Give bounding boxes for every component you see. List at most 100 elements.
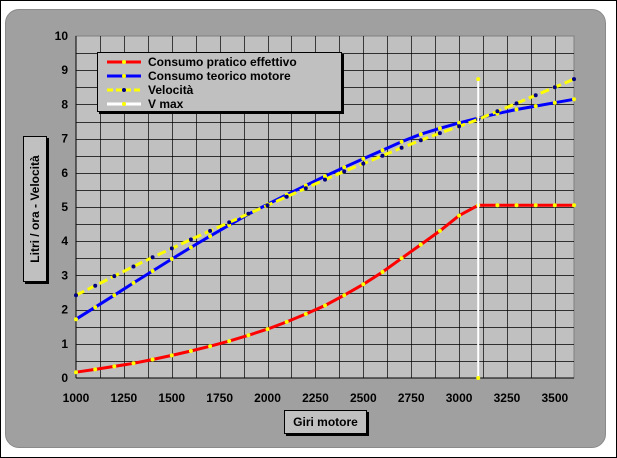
data-point-velocita [131, 264, 136, 269]
data-point-consumo-teorico [169, 257, 174, 261]
x-tick-label: 2250 [302, 391, 329, 405]
data-point-consumo-teorico [457, 120, 462, 125]
data-point-consumo-pratico [399, 256, 404, 261]
chart-legend: Consumo pratico effettivo Consumo teoric… [97, 52, 342, 112]
data-point-consumo-pratico [495, 203, 500, 208]
y-tick-label: 3 [61, 268, 68, 282]
data-point-consumo-pratico [208, 344, 213, 349]
x-tick-label: 3250 [494, 391, 521, 405]
x-tick-label: 3000 [446, 391, 473, 405]
y-tick-label: 10 [55, 29, 69, 43]
data-point-consumo-pratico [112, 364, 117, 369]
data-point-velocita [246, 211, 251, 216]
legend-item-velocita: Velocità [98, 83, 341, 97]
y-axis-title-box: Litri / ora - Velocità [23, 136, 47, 282]
data-point-consumo-teorico [112, 293, 117, 298]
x-tick-label: 2500 [350, 391, 377, 405]
x-tick-label: 2750 [398, 391, 425, 405]
legend-label: V max [148, 97, 184, 111]
y-tick-label: 6 [61, 166, 68, 180]
legend-swatch-consumo-pratico [107, 60, 141, 64]
legend-swatch-marker [122, 60, 126, 64]
data-point-consumo-teorico [93, 305, 98, 310]
legend-swatch-consumo-teorico [107, 74, 141, 78]
data-point-consumo-pratico [246, 333, 251, 338]
data-point-consumo-pratico [303, 312, 308, 316]
x-axis-title: Giri motore [284, 410, 367, 434]
data-point-consumo-pratico [74, 370, 78, 375]
y-tick-label: 9 [61, 63, 68, 77]
data-point-consumo-teorico [514, 107, 519, 112]
data-point-consumo-teorico [342, 165, 347, 170]
data-point-consumo-teorico [533, 104, 538, 109]
data-point-consumo-pratico [188, 349, 193, 353]
data-point-velocita [361, 161, 366, 166]
data-point-consumo-pratico [284, 319, 289, 324]
y-tick-label: 1 [61, 337, 68, 351]
legend-label: Velocità [148, 83, 194, 97]
y-tick-label: 2 [61, 303, 68, 317]
data-point-velocita [552, 85, 557, 90]
legend-swatch-marker [122, 102, 126, 106]
legend-swatch-v-max [107, 102, 141, 106]
y-axis-title: Litri / ora - Velocità [28, 155, 42, 263]
data-point-velocita [380, 153, 385, 158]
legend-swatch-marker [122, 74, 126, 78]
legend-label: Consumo teorico motore [148, 69, 291, 83]
data-point-consumo-pratico [418, 242, 423, 247]
data-point-velocita [572, 77, 576, 82]
x-tick-label: 3500 [541, 391, 568, 405]
data-point-consumo-pratico [227, 339, 232, 344]
data-point-consumo-pratico [380, 270, 385, 274]
data-point-consumo-teorico [188, 245, 193, 250]
legend-item-consumo-teorico: Consumo teorico motore [98, 69, 341, 83]
data-point-consumo-pratico [437, 228, 442, 233]
data-point-consumo-pratico [169, 353, 174, 358]
y-tick-label: 5 [61, 200, 68, 214]
data-point-velocita [495, 109, 500, 114]
data-point-consumo-teorico [399, 139, 404, 144]
data-point-velocita [265, 203, 270, 208]
data-point-velocita [533, 93, 538, 98]
data-point-consumo-teorico [361, 156, 366, 161]
data-point-consumo-pratico [342, 293, 347, 298]
data-point-velocita [437, 131, 442, 136]
y-tick-label: 0 [61, 371, 68, 385]
data-point-consumo-pratico [265, 327, 270, 332]
data-point-velocita [418, 138, 423, 143]
data-point-velocita [457, 124, 462, 129]
legend-swatch-marker [122, 88, 126, 92]
data-point-consumo-teorico [552, 100, 557, 105]
y-tick-label: 8 [61, 97, 68, 111]
data-point-consumo-teorico [418, 132, 423, 137]
data-point-consumo-pratico [552, 203, 557, 208]
data-point-consumo-teorico [437, 126, 442, 131]
data-point-velocita [227, 220, 232, 225]
data-point-consumo-pratico [572, 203, 576, 208]
legend-item-consumo-pratico: Consumo pratico effettivo [98, 55, 341, 69]
data-point-consumo-teorico [572, 97, 576, 102]
data-point-consumo-teorico [131, 280, 136, 285]
x-tick-label: 1500 [158, 391, 185, 405]
data-point-consumo-pratico [93, 367, 98, 372]
data-point-velocita [323, 177, 327, 182]
data-point-velocita [514, 101, 519, 106]
data-point-consumo-pratico [514, 203, 519, 208]
data-point-velocita [74, 293, 78, 298]
data-point-consumo-pratico [361, 282, 366, 287]
data-point-consumo-teorico [208, 234, 213, 239]
data-point-consumo-pratico [533, 203, 538, 208]
data-point-consumo-teorico [74, 317, 78, 322]
x-tick-label: 1750 [206, 391, 233, 405]
data-point-velocita [284, 194, 289, 199]
data-point-consumo-pratico [323, 303, 327, 308]
x-tick-label: 1250 [111, 391, 138, 405]
y-tick-label: 7 [61, 132, 68, 146]
data-point-consumo-pratico [457, 213, 462, 218]
x-tick-label: 1000 [63, 391, 90, 405]
data-point-velocita [303, 186, 308, 191]
data-point-velocita [112, 274, 117, 279]
legend-label: Consumo pratico effettivo [148, 55, 297, 69]
legend-item-v-max: V max [98, 97, 341, 111]
data-point-velocita [169, 246, 174, 251]
